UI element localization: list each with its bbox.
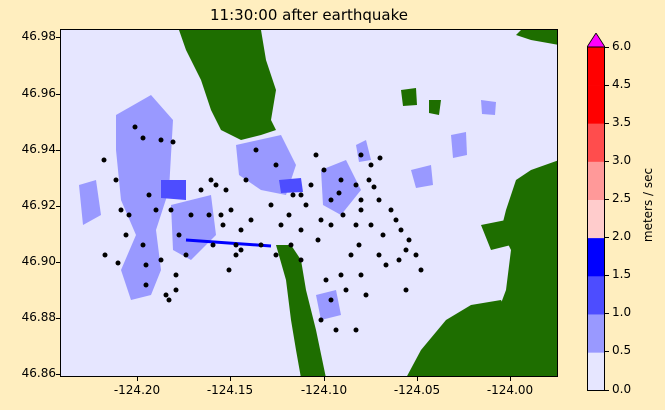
colorbar-tick-mark (605, 390, 609, 391)
colorbar-tick-mark (605, 351, 609, 352)
y-tick-label: 46.88 (21, 310, 56, 324)
colorbar-segment (587, 47, 605, 86)
colorbar-tick-mark (605, 161, 609, 162)
map-plot-area[interactable] (60, 29, 558, 377)
x-tick-mark (137, 377, 138, 381)
gauge-markers (101, 124, 424, 333)
land-south-spit (276, 245, 326, 376)
colorbar-segment (587, 161, 605, 200)
y-tick-mark (56, 37, 60, 38)
colorbar-tick-label: 3.0 (612, 153, 632, 167)
colorbar-tick-label: 6.0 (612, 39, 632, 53)
colorbar-segment (587, 85, 605, 124)
land-north-spit (179, 30, 276, 140)
y-tick-mark (56, 150, 60, 151)
y-tick-mark (56, 94, 60, 95)
y-tick-label: 46.90 (21, 254, 56, 268)
colorbar-tick-mark (605, 237, 609, 238)
colorbar-label: meters / sec (641, 167, 655, 243)
colorbar-tick-mark (605, 123, 609, 124)
colorbar (587, 33, 605, 391)
land-south (407, 300, 511, 376)
colorbar-frame (587, 46, 605, 391)
land-island-3 (481, 220, 511, 250)
colorbar-tick-label: 1.5 (612, 267, 632, 281)
land-northeast (516, 30, 557, 45)
y-tick-mark (56, 206, 60, 207)
x-tick-mark (324, 377, 325, 381)
x-tick-label: -124.20 (113, 383, 161, 397)
land-island-2 (429, 100, 441, 115)
colorbar-extend-arrow (587, 33, 605, 48)
x-tick-mark (230, 377, 231, 381)
colorbar-segment (587, 314, 605, 353)
colorbar-segment (587, 123, 605, 162)
colorbar-tick-label: 1.0 (612, 305, 632, 319)
flow-moderate-zones (79, 95, 496, 320)
map-canvas (79, 30, 557, 376)
colorbar-segment (587, 199, 605, 239)
colorbar-tick-label: 0.0 (612, 382, 632, 396)
x-tick-label: -124.05 (393, 383, 441, 397)
colorbar-tick-label: 0.5 (612, 343, 632, 357)
colorbar-segment (587, 352, 605, 391)
colorbar-segment (587, 237, 605, 277)
colorbar-tick-label: 3.5 (612, 115, 632, 129)
y-tick-mark (56, 262, 60, 263)
x-tick-mark (417, 377, 418, 381)
map-title: 11:30:00 after earthquake (210, 6, 408, 24)
flow-channel-streak (185, 238, 272, 248)
colorbar-tick-mark (605, 199, 609, 200)
colorbar-tick-mark (605, 85, 609, 86)
x-tick-mark (510, 377, 511, 381)
x-tick-label: -124.10 (300, 383, 348, 397)
x-tick-label: -124.00 (486, 383, 534, 397)
colorbar-tick-label: 2.5 (612, 191, 632, 205)
flow-fast-zones (161, 178, 303, 200)
y-tick-label: 46.92 (21, 198, 56, 212)
land-island-1 (401, 88, 417, 106)
y-tick-label: 46.96 (21, 86, 56, 100)
y-tick-label: 46.86 (21, 366, 56, 380)
colorbar-segments (587, 47, 605, 391)
y-tick-label: 46.98 (21, 29, 56, 43)
y-tick-mark (56, 318, 60, 319)
colorbar-tick-mark (605, 275, 609, 276)
colorbar-tick-mark (605, 313, 609, 314)
colorbar-tick-label: 4.5 (612, 77, 632, 91)
y-tick-label: 46.94 (21, 142, 56, 156)
colorbar-segment (587, 276, 605, 315)
colorbar-tick-label: 2.0 (612, 229, 632, 243)
x-tick-label: -124.15 (206, 383, 254, 397)
colorbar-tick-mark (605, 47, 609, 48)
y-tick-mark (56, 374, 60, 375)
